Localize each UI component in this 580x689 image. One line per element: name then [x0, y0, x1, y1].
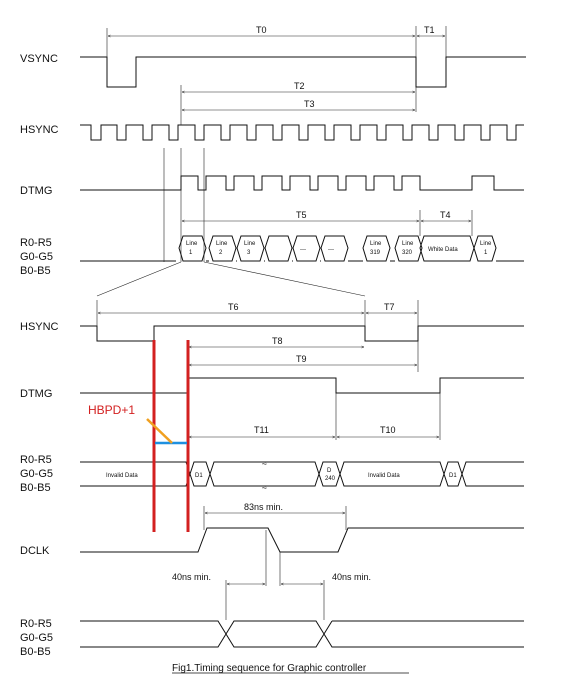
line3-label-a: Line: [244, 241, 256, 247]
vsync-waveform: [80, 56, 526, 88]
zoom-line-left: [96, 261, 182, 297]
hsync-detail-label: HSYNC: [20, 321, 59, 333]
rgb-b-label: B0-B5: [20, 265, 51, 277]
rgb-clk-r-label: R0-R5: [20, 618, 52, 630]
line2-label-b: 2: [219, 250, 223, 256]
dclk-waveform: [80, 527, 524, 553]
line319-label-b: 319: [370, 250, 381, 256]
d1-second-label: D1: [449, 473, 457, 479]
zoom-line-right: [203, 261, 366, 297]
invalid-data-right: Invalid Data: [368, 473, 400, 479]
t11-label: T11: [254, 425, 269, 435]
figure-caption: Fig1.Timing sequence for Graphic control…: [172, 663, 367, 674]
t0-label: T0: [256, 25, 267, 35]
t6-label: T6: [228, 302, 239, 312]
t3-label: T3: [304, 99, 315, 109]
line1-label-b: 1: [189, 250, 193, 256]
dtmg-detail-waveform: [80, 377, 524, 394]
line1-next-label-a: Line: [480, 241, 492, 247]
dclk-label: DCLK: [20, 545, 50, 557]
data-row-frame: [80, 235, 524, 262]
line3-label-b: 3: [247, 250, 251, 256]
line320-label-b: 320: [402, 250, 413, 256]
rgb-r-label: R0-R5: [20, 237, 52, 249]
t2-label: T2: [294, 81, 305, 91]
t8-label: T8: [272, 336, 283, 346]
line1-label-a: Line: [186, 241, 198, 247]
white-data-label: White Data: [428, 247, 458, 253]
invalid-data-left: Invalid Data: [106, 473, 138, 479]
t4-label: T4: [440, 210, 451, 220]
t5-label: T5: [296, 210, 307, 220]
t10-label: T10: [380, 425, 396, 435]
line2-label-a: Line: [216, 241, 228, 247]
t9-label: T9: [296, 354, 307, 364]
vsync-label: VSYNC: [20, 53, 58, 65]
rgb-detail-g-label: G0-G5: [20, 468, 53, 480]
line1-next-label-b: 1: [484, 250, 488, 256]
rgb-g-label: G0-G5: [20, 251, 53, 263]
d1-first-label: D1: [195, 473, 203, 479]
t7-label: T7: [384, 302, 395, 312]
setup-40ns-label: 40ns min.: [172, 572, 211, 582]
rgb-detail-b-label: B0-B5: [20, 482, 51, 494]
hold-40ns-label: 40ns min.: [332, 572, 371, 582]
rgb-clk-g-label: G0-G5: [20, 632, 53, 644]
ellipsis-1: ---: [300, 247, 306, 253]
hsync-waveform: [80, 124, 524, 141]
hsync-detail-waveform: [80, 325, 524, 342]
skip-mark-bottom: ≈: [262, 482, 267, 492]
dtmg-waveform: [80, 175, 524, 191]
skip-mark-top: ≈: [262, 458, 267, 468]
data-clk-waveform: [80, 620, 524, 648]
rgb-clk-b-label: B0-B5: [20, 646, 51, 658]
hbpd-pointer: [146, 418, 173, 444]
dclk-83ns-label: 83ns min.: [244, 502, 283, 512]
dtmg-label: DTMG: [20, 185, 52, 197]
data-row-detail: [80, 461, 524, 487]
d240-label-b: 240: [325, 476, 336, 482]
rgb-detail-r-label: R0-R5: [20, 454, 52, 466]
hsync-label: HSYNC: [20, 124, 59, 136]
d240-label-a: D: [327, 468, 332, 474]
dtmg-detail-label: DTMG: [20, 388, 52, 400]
hbpd-label: HBPD+1: [88, 403, 135, 417]
t1-label: T1: [424, 25, 435, 35]
line319-label-a: Line: [370, 241, 382, 247]
line320-label-a: Line: [402, 241, 414, 247]
ellipsis-2: ---: [328, 247, 334, 253]
